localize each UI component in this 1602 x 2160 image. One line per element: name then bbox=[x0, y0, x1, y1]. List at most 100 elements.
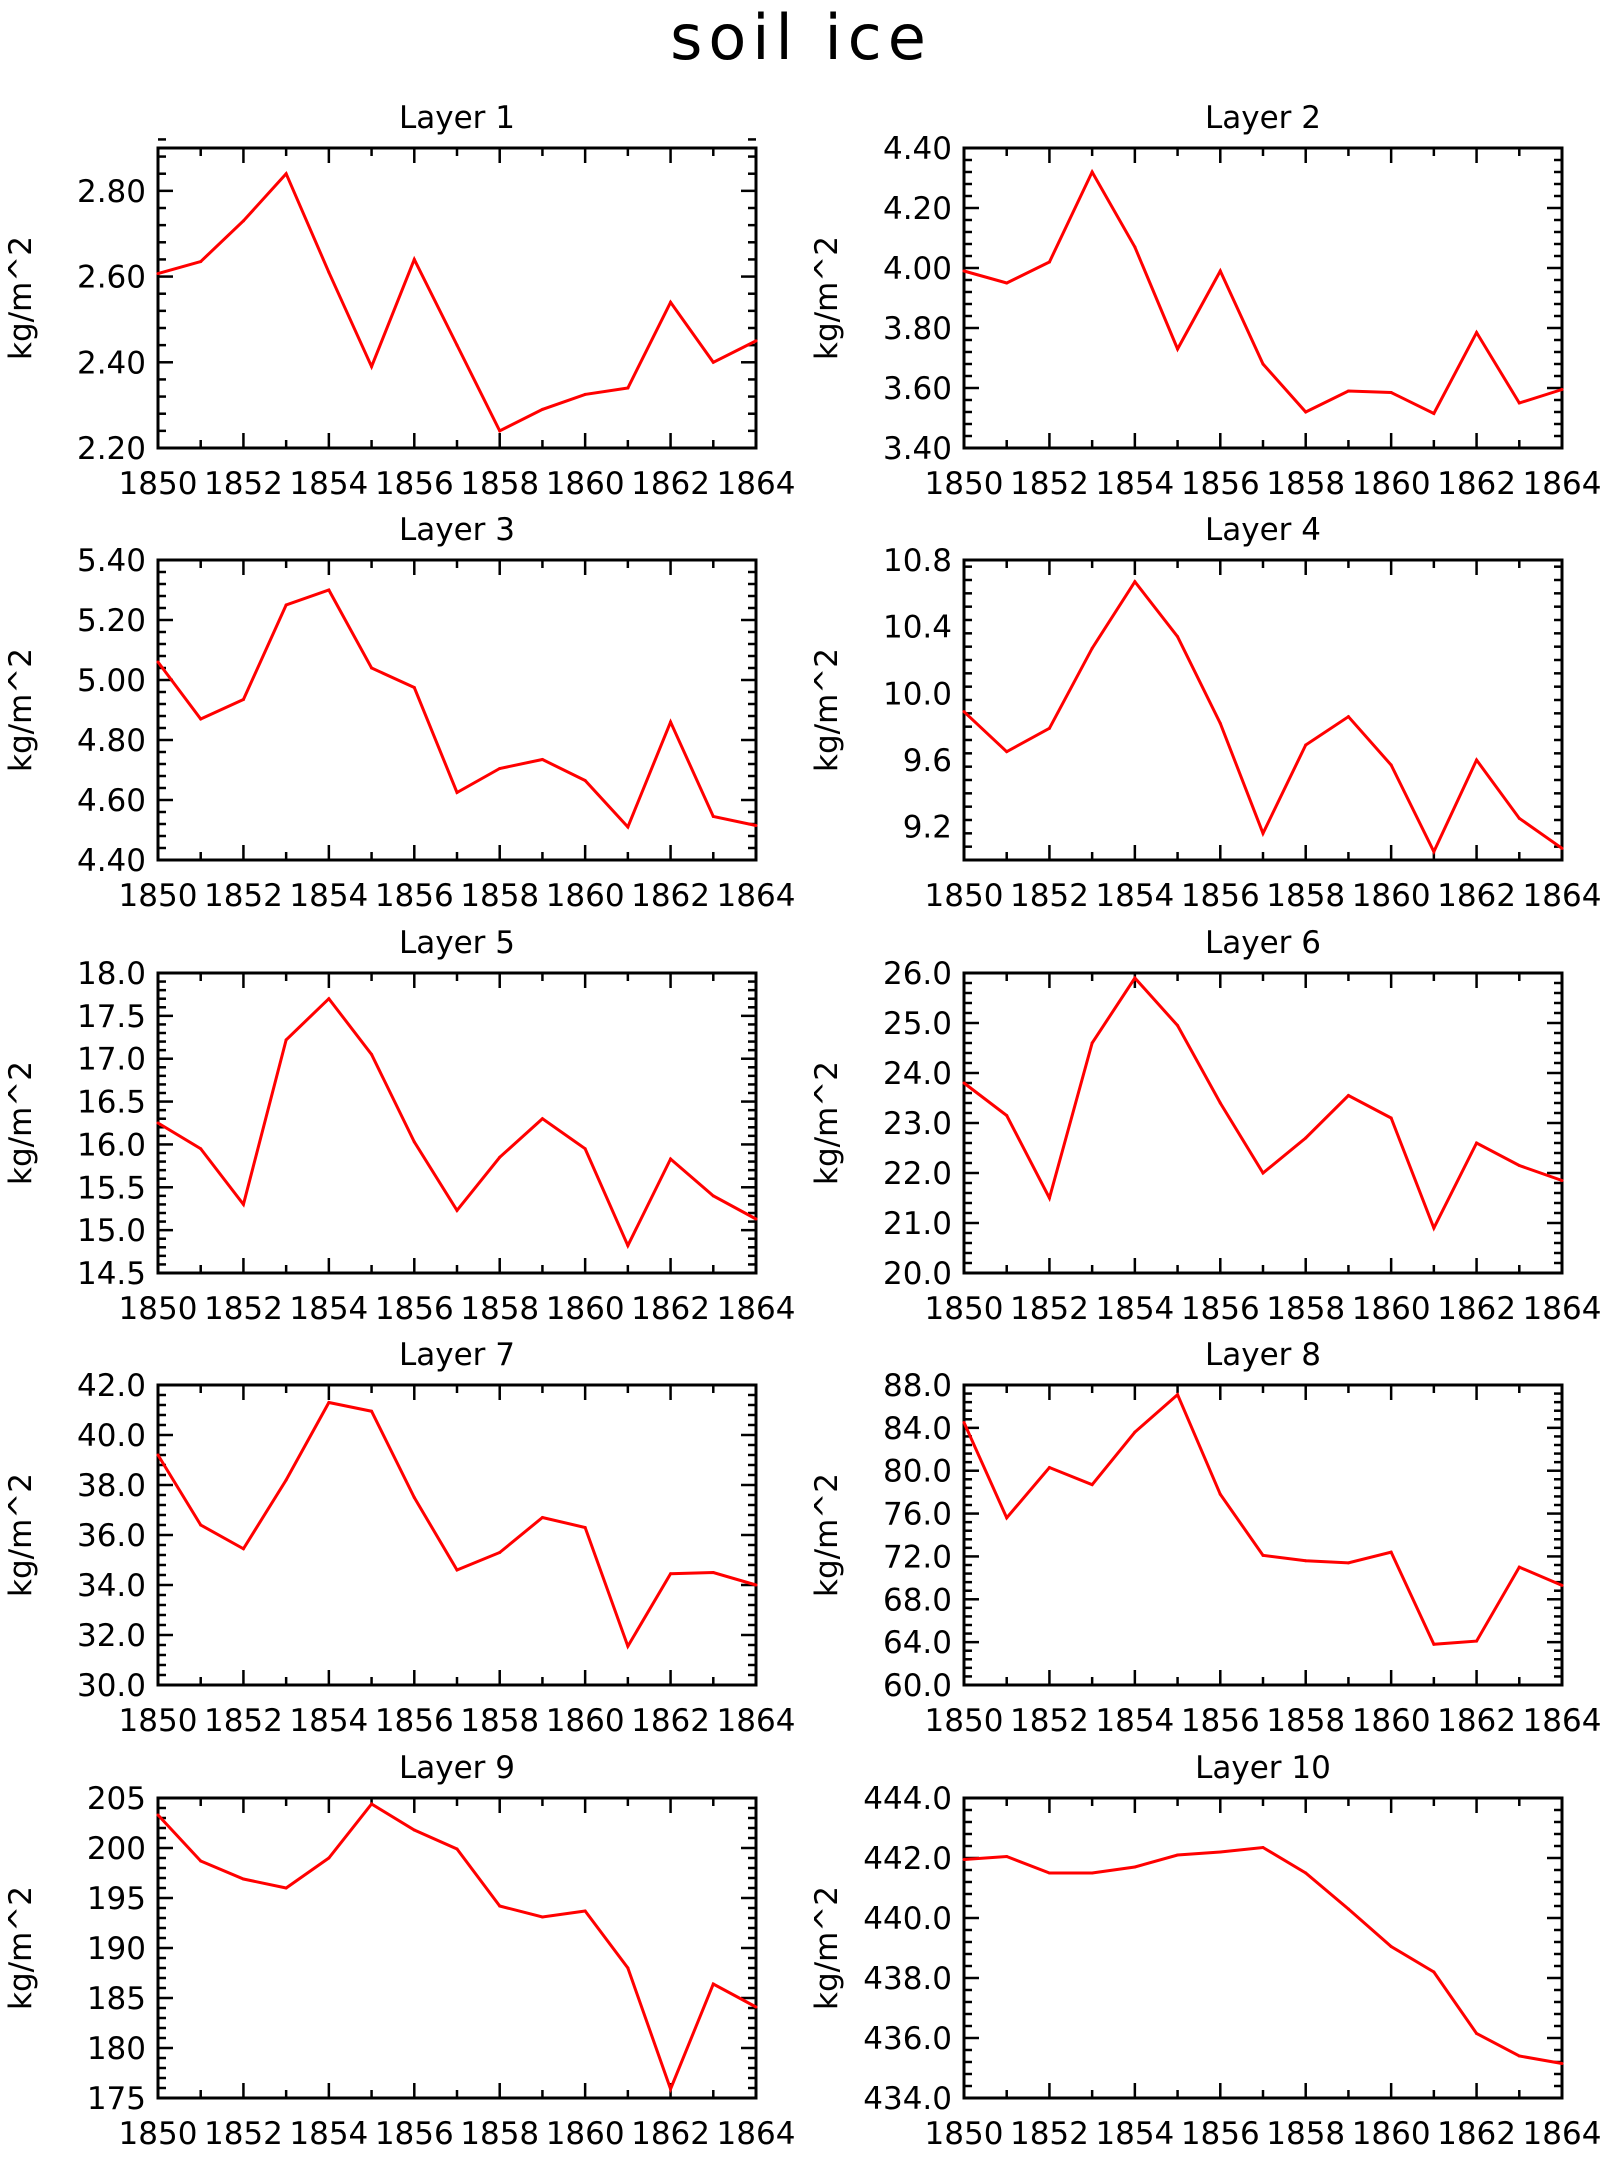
data-point bbox=[156, 1813, 160, 1817]
data-point bbox=[1218, 269, 1222, 273]
data-point bbox=[284, 1038, 288, 1042]
x-tick-label: 1854 bbox=[1095, 1291, 1174, 1327]
x-tick-label: 1852 bbox=[1010, 1703, 1089, 1739]
data-point bbox=[1047, 1466, 1051, 1469]
y-tick-label: 444.0 bbox=[863, 1781, 952, 1817]
data-point bbox=[327, 997, 331, 1001]
y-tick-label: 20.0 bbox=[883, 1256, 952, 1292]
data-point bbox=[1560, 388, 1564, 391]
data-point bbox=[156, 1121, 160, 1125]
y-tick-label: 22.0 bbox=[883, 1156, 952, 1192]
chart-title: Layer 2 bbox=[1205, 100, 1321, 136]
data-point bbox=[1304, 410, 1308, 414]
x-tick-label: 1854 bbox=[1095, 878, 1174, 914]
x-tick-label: 1854 bbox=[289, 878, 368, 914]
x-tick-label: 1858 bbox=[460, 878, 539, 914]
y-tick-label: 84.0 bbox=[883, 1411, 952, 1447]
y-tick-label: 21.0 bbox=[883, 1206, 952, 1242]
plot-frame bbox=[156, 558, 758, 862]
x-tick-label: 1856 bbox=[1181, 466, 1260, 502]
data-point bbox=[1133, 976, 1137, 980]
data-point bbox=[1517, 1565, 1521, 1569]
data-point bbox=[1389, 1116, 1393, 1120]
chart-title: Layer 10 bbox=[1195, 1750, 1331, 1786]
x-tick-label: 1862 bbox=[631, 466, 710, 502]
data-point bbox=[1389, 763, 1393, 767]
data-point bbox=[327, 270, 331, 274]
data-point bbox=[156, 272, 160, 276]
series-line bbox=[962, 1392, 1563, 1646]
data-point bbox=[1517, 1164, 1521, 1167]
data-point bbox=[1517, 2054, 1521, 2058]
y-tick-label: 4.00 bbox=[883, 251, 952, 287]
x-tick-label: 1850 bbox=[925, 466, 1004, 502]
data-point bbox=[370, 1052, 374, 1056]
chart-title: Layer 5 bbox=[399, 925, 515, 961]
data-point bbox=[498, 1155, 502, 1159]
data-point bbox=[199, 1523, 203, 1527]
data-point bbox=[412, 257, 416, 261]
x-tick-label: 1854 bbox=[1095, 1703, 1174, 1739]
data-point bbox=[370, 1802, 374, 1806]
y-tick-label: 200 bbox=[87, 1831, 146, 1867]
data-point bbox=[498, 767, 502, 770]
data-point bbox=[1304, 1136, 1308, 1140]
data-point bbox=[370, 1409, 374, 1413]
x-tick-label: 1864 bbox=[717, 1703, 796, 1739]
y-tick-label: 76.0 bbox=[883, 1497, 952, 1533]
x-tick-label: 1856 bbox=[375, 878, 454, 914]
x-tick-label: 1858 bbox=[1266, 878, 1345, 914]
series-line bbox=[156, 1400, 757, 1650]
data-point bbox=[1090, 1041, 1094, 1045]
data-point bbox=[199, 1859, 203, 1863]
data-point bbox=[1047, 1871, 1051, 1875]
data-point bbox=[1218, 1101, 1222, 1105]
x-tick-label: 1864 bbox=[1523, 2116, 1602, 2152]
data-point bbox=[540, 1516, 544, 1519]
plot-frame bbox=[962, 558, 1564, 862]
y-axis-label: kg/m^2 bbox=[3, 1886, 39, 2010]
data-point bbox=[241, 1202, 245, 1206]
series-line bbox=[963, 1845, 1563, 2065]
data-point bbox=[1346, 1561, 1350, 1565]
data-point bbox=[1047, 1196, 1051, 1200]
data-point bbox=[1389, 1945, 1393, 1948]
y-axis-label: kg/m^2 bbox=[809, 236, 845, 360]
x-tick-label: 1862 bbox=[631, 1291, 710, 1327]
data-point bbox=[754, 1217, 758, 1221]
data-point bbox=[1176, 1853, 1180, 1857]
y-tick-label: 4.40 bbox=[883, 131, 952, 167]
y-tick-label: 4.60 bbox=[77, 783, 146, 819]
x-tick-label: 1860 bbox=[1352, 1703, 1431, 1739]
x-tick-label: 1856 bbox=[375, 2116, 454, 2152]
data-point bbox=[754, 824, 758, 827]
data-point bbox=[711, 815, 715, 818]
y-tick-label: 180 bbox=[87, 2031, 146, 2067]
data-point bbox=[1133, 1865, 1137, 1869]
x-tick-label: 1850 bbox=[925, 1291, 1004, 1327]
x-tick-label: 1860 bbox=[546, 2116, 625, 2152]
chart-title: Layer 9 bbox=[399, 1750, 515, 1786]
data-point bbox=[370, 365, 374, 369]
y-axis-label: kg/m^2 bbox=[3, 1473, 39, 1597]
data-point bbox=[199, 1147, 203, 1151]
data-point bbox=[626, 1966, 630, 1970]
series-line bbox=[156, 1802, 757, 2094]
y-tick-label: 32.0 bbox=[77, 1618, 146, 1654]
x-tick-label: 1850 bbox=[119, 2116, 198, 2152]
data-point bbox=[962, 269, 966, 273]
y-tick-label: 15.0 bbox=[77, 1213, 146, 1249]
data-point bbox=[711, 1194, 715, 1198]
data-point bbox=[199, 717, 203, 721]
y-tick-label: 68.0 bbox=[883, 1582, 952, 1618]
y-tick-label: 42.0 bbox=[77, 1368, 146, 1404]
y-tick-label: 9.6 bbox=[903, 743, 952, 779]
x-tick-label: 1850 bbox=[119, 1291, 198, 1327]
data-point bbox=[1176, 1024, 1180, 1027]
y-tick-label: 5.00 bbox=[77, 663, 146, 699]
data-point bbox=[1346, 715, 1350, 719]
